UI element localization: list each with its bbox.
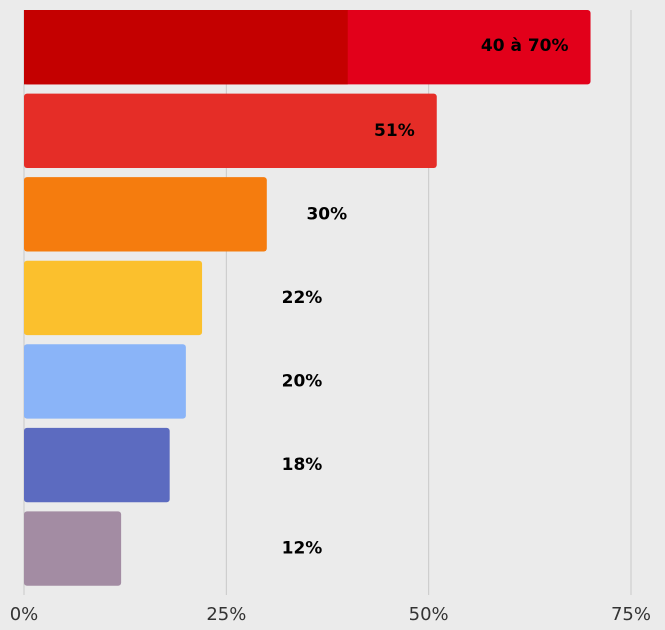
bar (24, 344, 186, 418)
value-label: 22% (282, 288, 323, 308)
bar-low-segment (24, 10, 348, 84)
x-tick-label: 50% (409, 604, 449, 625)
chart: 0% 25% 50% 75% 40 à 70% 51% 30% 22% 20% 18% 12% (0, 0, 665, 630)
x-tick-label: 75% (611, 604, 651, 625)
bar (24, 428, 170, 502)
value-label: 20% (282, 371, 323, 391)
x-tick-label: 0% (10, 604, 39, 625)
value-label: 18% (282, 455, 323, 475)
value-label: 51% (374, 121, 415, 141)
x-tick-label: 25% (206, 604, 246, 625)
value-label: 40 à 70% (481, 36, 569, 56)
bar (24, 261, 202, 335)
bar (24, 177, 267, 251)
bar (24, 511, 121, 585)
value-label: 30% (306, 204, 347, 224)
value-label: 12% (282, 539, 323, 559)
